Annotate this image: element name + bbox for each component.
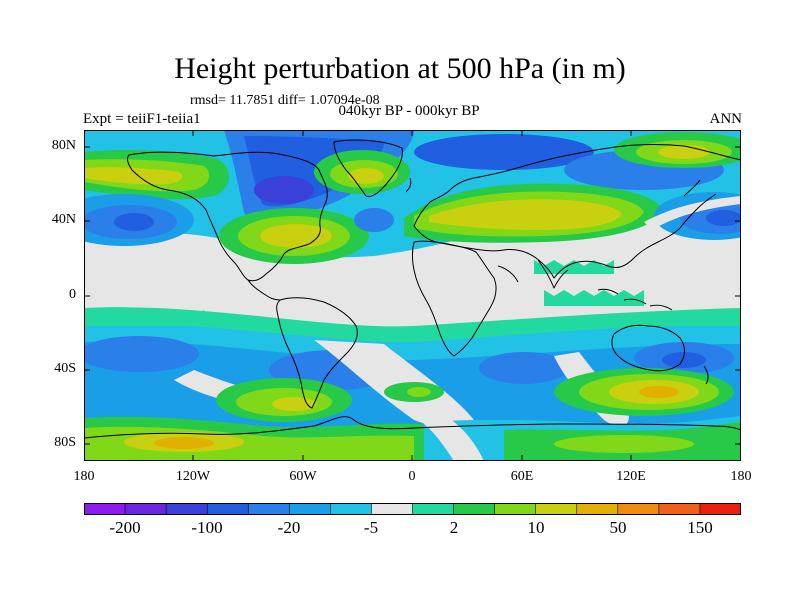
colorbar-label: -5 <box>363 518 379 537</box>
contour-fill <box>662 352 706 368</box>
contour-fill <box>254 176 314 204</box>
lon-tick-label: 120W <box>175 469 211 484</box>
contour-fill <box>348 168 384 184</box>
contour-fill <box>684 310 741 326</box>
colorbar-swatch <box>412 503 455 515</box>
coastline <box>412 240 497 357</box>
lon-tick-label: 180 <box>730 469 752 484</box>
colorbar-swatch <box>248 503 290 515</box>
lat-tick-label: 0 <box>69 287 76 302</box>
contour-fill <box>639 386 679 398</box>
colorbar-swatch <box>617 503 660 515</box>
contour-fill <box>407 387 431 397</box>
stats-label: rmsd= 11.7851 diff= 1.07094e-08 <box>190 93 380 108</box>
coastline <box>413 144 741 227</box>
experiment-label: Expt = teiiF1-teiia1 <box>83 111 201 127</box>
period-label: 040kyr BP - 000kyr BP <box>338 103 480 119</box>
colorbar-label: 150 <box>687 518 713 537</box>
contour-fill <box>314 340 474 428</box>
height-perturbation-map <box>84 130 741 461</box>
coastline <box>497 259 569 289</box>
season-label: ANN <box>709 111 743 127</box>
colorbar-swatch <box>371 503 413 515</box>
colorbar-swatch <box>84 503 126 515</box>
lat-tick-label: 40N <box>51 212 76 227</box>
colorbar-swatch <box>125 503 167 515</box>
colorbar-label: -20 <box>277 518 301 537</box>
coastline <box>276 297 358 409</box>
map-title: Height perturbation at 500 hPa (in m) <box>174 52 626 85</box>
colorbar-label: 10 <box>527 518 545 537</box>
colorbar-swatch <box>453 503 496 515</box>
colorbar-swatch <box>699 503 741 515</box>
colorbar-label: 50 <box>609 518 627 537</box>
colorbar-swatch <box>166 503 208 515</box>
coastline <box>405 177 412 193</box>
lat-tick-label: 40S <box>54 361 76 376</box>
colorbar-label: -200 <box>109 518 141 537</box>
contour-fill <box>658 145 710 159</box>
contour-fill <box>84 310 204 326</box>
colorbar-label: 2 <box>449 518 459 537</box>
contour-fill <box>114 213 154 231</box>
colorbar-swatch <box>289 503 331 515</box>
contour-fill <box>429 199 622 230</box>
contour-fill <box>84 167 183 185</box>
coastline <box>413 193 717 279</box>
colorbar-swatch <box>330 503 372 515</box>
contour-fill <box>154 437 214 449</box>
colorbar-swatch <box>207 503 249 515</box>
lon-tick-label: 60W <box>289 469 317 484</box>
coastline <box>84 416 741 439</box>
contour-fill <box>260 224 332 248</box>
coastline <box>703 365 709 385</box>
coastline <box>127 151 328 282</box>
colorbar-swatch <box>494 503 537 515</box>
coastline <box>611 324 685 372</box>
contour-fill <box>84 336 199 372</box>
lat-tick-label: 80N <box>51 138 76 153</box>
colorbar-label: -100 <box>191 518 223 537</box>
colorbar-swatch <box>658 503 701 515</box>
contour-fill <box>479 352 569 384</box>
contour-fill <box>272 397 316 411</box>
colorbar-frame <box>84 503 741 515</box>
coastline <box>683 179 701 197</box>
colorbar-swatch <box>535 503 578 515</box>
lon-tick-label: 180 <box>73 469 95 484</box>
contour-fill <box>534 260 614 274</box>
lon-tick-label: 0 <box>408 469 416 484</box>
contour-fill <box>354 208 394 232</box>
colorbar <box>84 503 741 515</box>
coastline <box>247 279 281 301</box>
contour-fill <box>544 290 644 306</box>
lon-tick-label: 60E <box>510 469 534 484</box>
contour-fill <box>84 130 234 144</box>
contour-fill <box>414 134 594 170</box>
colorbar-swatch <box>576 503 619 515</box>
lat-tick-label: 80S <box>54 435 76 450</box>
coastline <box>333 139 403 197</box>
coastline <box>597 288 673 311</box>
contour-fill <box>706 210 741 226</box>
contour-fill <box>554 435 694 453</box>
lon-tick-label: 120E <box>616 469 646 484</box>
